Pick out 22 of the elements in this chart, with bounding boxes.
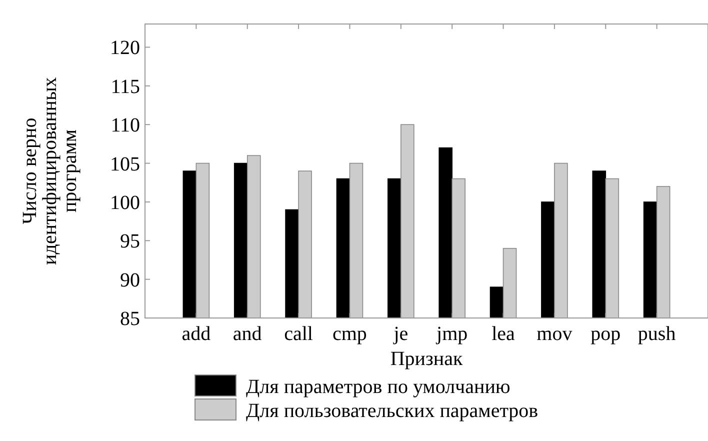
x-tick-label: lea [492, 323, 516, 345]
y-tick-label: 100 [110, 192, 140, 214]
legend-label: Для параметров по умолчанию [246, 376, 510, 398]
x-tick-label: mov [536, 323, 572, 345]
y-axis-title: Число верно идентифицированных программ [19, 77, 81, 265]
x-axis-title: Признак [390, 348, 463, 370]
y-tick-label: 115 [110, 76, 140, 98]
y-tick-label: 90 [120, 269, 140, 292]
x-tick-label: jmp [436, 323, 468, 345]
x-tick-label: push [638, 323, 676, 345]
x-tick-label: and [232, 323, 262, 345]
x-tick-label: call [284, 323, 314, 345]
y-tick-label: 110 [110, 114, 140, 137]
x-tick-label: je [392, 323, 408, 345]
legend-label: Для пользовательских параметров [246, 400, 538, 422]
x-tick-label: pop [590, 323, 621, 345]
x-tick-label: add [182, 323, 211, 345]
y-tick-label: 95 [120, 230, 140, 253]
x-tick-label: cmp [332, 323, 367, 345]
y-tick-label: 105 [110, 153, 140, 176]
y-tick-label: 120 [110, 37, 140, 60]
y-tick-label: 85 [120, 308, 140, 330]
